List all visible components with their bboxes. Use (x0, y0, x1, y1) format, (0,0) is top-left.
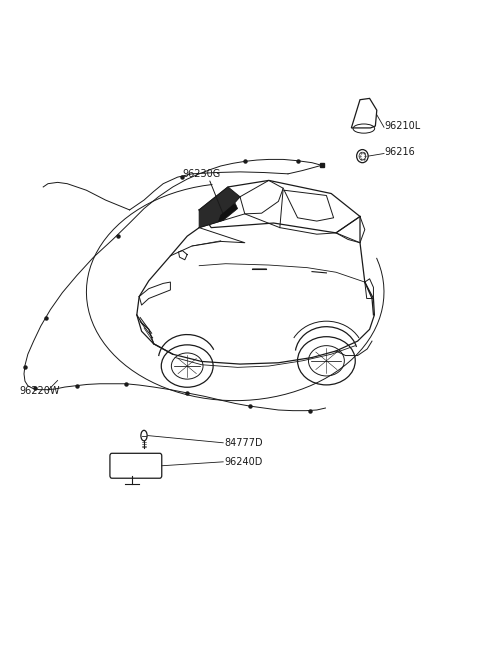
Text: 96220W: 96220W (19, 386, 60, 396)
Text: 96230G: 96230G (182, 169, 221, 179)
Polygon shape (351, 98, 377, 128)
Text: 96240D: 96240D (225, 457, 263, 467)
Text: 96210L: 96210L (384, 121, 420, 131)
Text: 96216: 96216 (384, 147, 415, 157)
Text: 84777D: 84777D (225, 438, 263, 448)
Polygon shape (199, 187, 240, 228)
Polygon shape (218, 203, 238, 222)
